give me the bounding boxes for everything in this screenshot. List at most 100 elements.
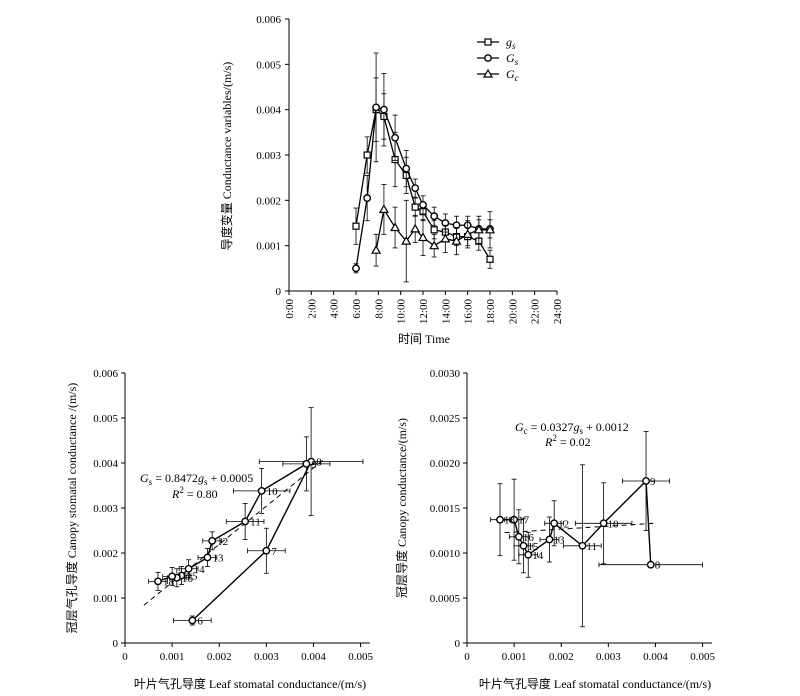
top-x-tick-label: 12:00 [418,299,430,325]
legend-label-main: G [506,67,515,81]
bl-x-tick-label: 0.005 [348,651,373,663]
br-point-11 [578,541,587,550]
br-point-8 [646,560,655,569]
top-x-tick-label: 24:00 [552,299,564,325]
br-ylabel: 冠层导度 Canopy conductance/(m/s) [394,418,409,598]
br-point-label-12: 12 [558,518,569,530]
point-Gs [372,103,380,112]
br-trendline [504,522,656,534]
br-point-label-10: 10 [608,518,620,530]
bl-point-10 [257,486,266,495]
point-Gc [451,235,462,245]
bl-point-18 [154,577,162,586]
bl-xlabel: 叶片气孔导度 Leaf stomatal conductance/(m/s) [134,676,366,691]
bl-x-tick-label: 0.001 [160,651,185,663]
legend-marker-Gs [484,54,492,62]
bl-point-label-13: 13 [212,553,224,565]
br-point-17 [510,515,519,524]
top-x-tick-label: 14:00 [440,299,452,325]
br-y-tick-label: 0 [455,638,461,650]
br-point-label-9: 9 [650,476,656,488]
point-Gc [410,223,421,233]
point-gs [486,255,494,263]
point-gs [363,151,371,159]
br-x-tick-label: 0 [464,651,470,663]
bl-x-tick-label: 0.004 [301,651,326,663]
point-Gs [391,133,399,142]
br-r2: R2 = 0.02 [544,433,591,449]
panel-canopy-conductance-vs-leaf: 0 0.0005 0.0010 0.0015 0.0020 0.0025 0.0030 0 0.… [394,368,715,691]
br-y-tick-label: 0.0030 [430,368,461,380]
bl-y-tick-label: 0.003 [93,503,118,515]
legend-label-Gs: Gs [506,51,519,67]
br-point-label-11: 11 [586,541,597,553]
top-x-tick-label: 0:00 [284,299,296,319]
top-x-tick-label: 4:00 [329,299,341,319]
point-Gc [371,244,382,254]
bl-x-tick-label: 0.002 [207,651,232,663]
bl-y-tick-label: 0.001 [93,593,118,605]
legend-label-main: g [506,35,512,49]
top-y-tick-label: 0.006 [256,14,281,26]
br-point-13 [545,535,554,544]
bl-point-9 [302,459,311,468]
legend-label-sub: s [515,57,519,67]
bl-point-13 [203,553,212,562]
bl-point-11 [241,517,250,526]
bl-point-label-7: 7 [271,546,277,558]
top-x-tick-label: 18:00 [485,299,497,325]
point-Gc [440,233,451,243]
br-x-tick-label: 0.002 [549,651,574,663]
bl-point-17 [168,572,177,581]
br-y-tick-label: 0.0005 [430,593,461,605]
br-point-label-13: 13 [553,535,565,547]
br-point-16 [514,532,523,541]
br-point-10 [599,519,608,528]
top-y-tick-label: 0.003 [256,150,281,162]
bl-point-label-8: 8 [316,457,322,469]
panel-conductance-time: 0 0.001 0.002 0.003 0.004 0.005 0.006 0:00 2:00 4… [219,14,564,346]
br-y-tick-label: 0.0020 [430,458,461,470]
point-Gc [417,232,429,242]
legend-marker-Gc [482,68,494,78]
bl-point-label-11: 11 [250,517,261,529]
top-y-tick-label: 0.002 [256,195,281,207]
point-gs [411,203,419,211]
bl-point-label-6: 6 [197,616,203,628]
br-x-tick-label: 0.003 [596,651,621,663]
bl-y-tick-label: 0.004 [93,458,118,470]
bl-point-label-16: 16 [182,573,194,585]
bl-point-6 [188,616,197,625]
point-Gc [390,222,401,232]
br-point-9 [642,477,650,485]
point-Gs [352,264,360,273]
bl-y-tick-label: 0.005 [93,413,118,425]
point-Gs [411,184,420,192]
br-y-tick-label: 0.0025 [430,413,461,425]
top-x-tick-label: 6:00 [351,299,363,319]
br-point-label-8: 8 [655,560,661,572]
legend-label-gs: gs [506,35,516,51]
point-Gs [380,105,388,114]
bl-x-tick-label: 0.003 [254,651,279,663]
bl-y-tick-label: 0.002 [93,548,118,560]
top-x-tick-label: 2:00 [306,299,318,319]
point-Gs [430,212,439,221]
top-ylabel: 导度变量 Conductance variables/(m/s) [219,62,234,251]
bl-point-label-18: 18 [163,576,175,588]
br-point-15 [519,541,528,550]
br-x-tick-label: 0.001 [502,651,527,663]
bl-x-tick-label: 0 [122,651,128,663]
bl-point-14 [184,564,193,573]
br-point-label-17: 17 [518,515,530,527]
bl-r2: R2 = 0.80 [171,485,218,501]
top-x-tick-label: 10:00 [396,299,408,325]
top-x-tick-label: 22:00 [530,299,542,325]
bl-y-tick-label: 0 [113,638,119,650]
top-x-tick-label: 20:00 [507,299,519,325]
top-y-tick-label: 0.001 [256,241,281,253]
bl-y-tick-label: 0.006 [93,368,118,380]
top-x-tick-label: 16:00 [463,299,475,325]
br-point-label-15: 15 [528,541,540,553]
